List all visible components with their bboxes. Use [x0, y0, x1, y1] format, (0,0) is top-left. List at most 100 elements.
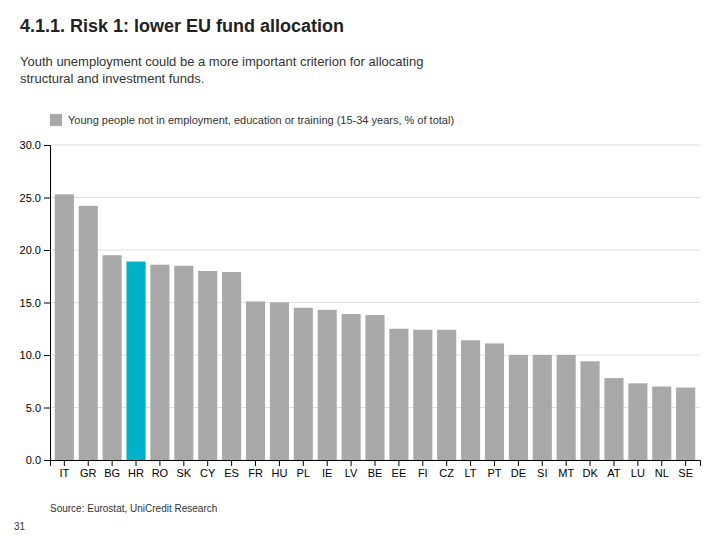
y-tick-label: 15.0	[20, 297, 41, 309]
x-tick-label: ES	[224, 467, 239, 479]
x-tick-mark	[398, 460, 399, 466]
bar	[270, 303, 289, 461]
x-tick: CZ	[439, 460, 454, 479]
x-tick-mark	[351, 460, 352, 466]
x-tick-label: IT	[59, 467, 69, 479]
bar	[55, 194, 74, 460]
x-tick: PT	[487, 460, 501, 479]
bar	[294, 308, 313, 460]
x-tick-mark	[422, 460, 423, 466]
y-tick-label: 25.0	[20, 192, 41, 204]
x-tick: HU	[271, 460, 287, 479]
source: Source: Eurostat, UniCredit Research	[50, 503, 217, 514]
x-tick-label: LT	[465, 467, 477, 479]
grid-line	[50, 145, 700, 146]
legend: Young people not in employment, educatio…	[50, 114, 454, 126]
x-tick-label: HU	[271, 467, 287, 479]
y-tick-mark	[44, 408, 50, 409]
x-tick-label: AT	[607, 467, 621, 479]
x-tick: LU	[631, 460, 645, 479]
x-tick: MT	[558, 460, 574, 479]
bar	[342, 314, 361, 460]
x-tick: FI	[418, 460, 428, 479]
y-tick-label: 5.0	[26, 402, 41, 414]
bar	[103, 255, 122, 460]
bar	[79, 206, 98, 460]
grid-line	[50, 250, 700, 251]
bar	[389, 329, 408, 460]
x-tick: HR	[128, 460, 144, 479]
x-tick-mark	[613, 460, 614, 466]
x-tick-mark	[446, 460, 447, 466]
bar	[604, 378, 623, 460]
x-tick: ES	[224, 460, 239, 479]
y-tick-label: 20.0	[20, 244, 41, 256]
bar	[485, 343, 504, 460]
x-axis-line	[51, 461, 701, 467]
subtitle: Youth unemployment could be a more impor…	[20, 54, 423, 86]
bar	[437, 330, 456, 460]
chart: 4.1.1. Risk 1: lower EU fund allocationY…	[0, 0, 720, 540]
bar	[676, 388, 695, 460]
x-tick-label: FI	[418, 467, 428, 479]
x-tick-mark	[470, 460, 471, 466]
x-tick-label: RO	[152, 467, 169, 479]
x-tick-mark	[159, 460, 160, 466]
x-tick-mark	[661, 460, 662, 466]
grid-line	[50, 197, 700, 198]
x-tick-label: NL	[655, 467, 669, 479]
bar	[461, 340, 480, 460]
x-tick: RO	[152, 460, 169, 479]
x-tick: DE	[511, 460, 526, 479]
y-tick-label: 10.0	[20, 349, 41, 361]
legend-swatch	[50, 114, 62, 126]
bars	[55, 194, 695, 460]
x-tick-label: BG	[104, 467, 120, 479]
x-tick: SK	[176, 460, 191, 479]
x-tick: CY	[200, 460, 216, 479]
x-tick: PL	[297, 460, 310, 479]
plot: ITGRBGHRROSKCYESFRHUPLIELVBEEEFICZLTPTDE…	[20, 139, 701, 479]
x-tick-mark	[183, 460, 184, 466]
x-tick-label: LU	[631, 467, 645, 479]
bar	[126, 262, 145, 460]
x-tick-mark	[518, 460, 519, 466]
y-tick-mark	[44, 460, 50, 461]
bar	[509, 355, 528, 460]
x-tick-mark	[136, 460, 137, 466]
bar	[174, 266, 193, 460]
y-tick-mark	[44, 303, 50, 304]
x-tick-mark	[542, 460, 543, 466]
x-tick: SE	[678, 460, 693, 479]
x-tick-mark	[327, 460, 328, 466]
bar	[150, 265, 169, 460]
x-tick: FR	[248, 460, 263, 479]
x-tick-mark	[566, 460, 567, 466]
x-tick-label: GR	[80, 467, 97, 479]
x-tick: AT	[607, 460, 621, 479]
y-tick: 25.0	[20, 192, 50, 204]
x-tick-label: PT	[487, 467, 501, 479]
y-tick-mark	[44, 198, 50, 199]
x-tick: BG	[104, 460, 120, 479]
x-tick-label: LV	[345, 467, 358, 479]
x-tick-label: SK	[176, 467, 191, 479]
y-tick-label: 30.0	[20, 139, 41, 151]
x-tick-label: IE	[322, 467, 332, 479]
x-tick: LT	[465, 460, 477, 479]
x-tick: EE	[392, 460, 407, 479]
bar	[365, 315, 384, 460]
bar	[652, 387, 671, 461]
x-tick-label: DK	[582, 467, 598, 479]
x-tick-mark	[88, 460, 89, 466]
x-tick: IE	[322, 460, 332, 479]
y-tick-mark	[44, 250, 50, 251]
bar	[222, 272, 241, 460]
x-tick-mark	[685, 460, 686, 466]
x-tick-mark	[207, 460, 208, 466]
x-tick: LV	[345, 460, 358, 479]
legend-label: Young people not in employment, educatio…	[68, 114, 454, 126]
x-tick-mark	[375, 460, 376, 466]
x-tick-label: DE	[511, 467, 526, 479]
x-tick-label: EE	[392, 467, 407, 479]
